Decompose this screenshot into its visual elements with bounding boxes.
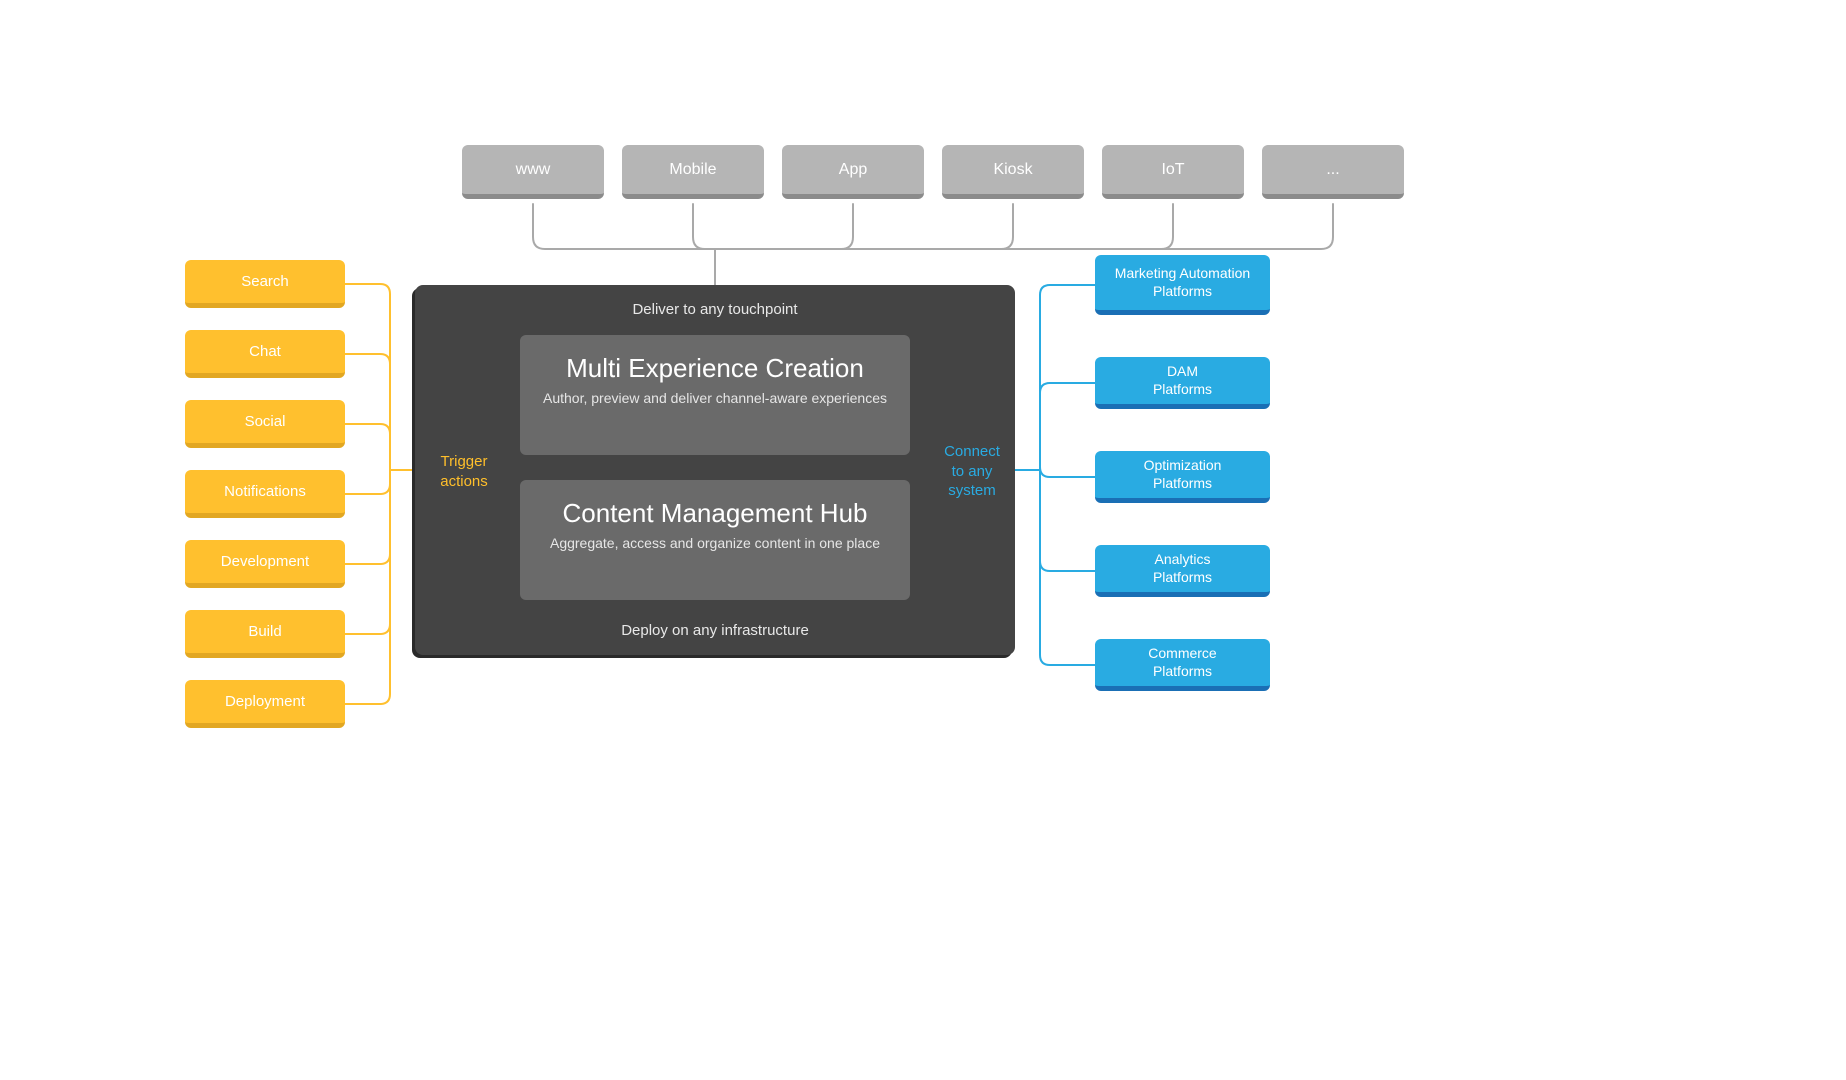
- channel-iot: IoT: [1102, 145, 1244, 199]
- left-item-social: Social: [185, 400, 345, 448]
- right-item-1: DAMPlatforms: [1095, 357, 1270, 409]
- side-label-left: Triggeractions: [429, 452, 499, 491]
- left-item-deployment: Deployment: [185, 680, 345, 728]
- right-item-4: CommercePlatforms: [1095, 639, 1270, 691]
- core-block-experience: Multi Experience Creation Author, previe…: [520, 335, 910, 455]
- side-label-right: Connectto anysystem: [937, 442, 1007, 501]
- core-bottom-caption: Deploy on any infrastructure: [415, 622, 1015, 639]
- channel-kiosk: Kiosk: [942, 145, 1084, 199]
- core-block-title: Multi Experience Creation: [520, 353, 910, 384]
- core-block-sub: Author, preview and deliver channel-awar…: [520, 390, 910, 406]
- right-item-2: OptimizationPlatforms: [1095, 451, 1270, 503]
- left-item-development: Development: [185, 540, 345, 588]
- left-item-search: Search: [185, 260, 345, 308]
- channel-app: App: [782, 145, 924, 199]
- core-panel: Deliver to any touchpoint Multi Experien…: [415, 285, 1015, 655]
- left-item-build: Build: [185, 610, 345, 658]
- channel-mobile: Mobile: [622, 145, 764, 199]
- channel-: ...: [1262, 145, 1404, 199]
- core-top-caption: Deliver to any touchpoint: [415, 301, 1015, 318]
- right-item-3: AnalyticsPlatforms: [1095, 545, 1270, 597]
- core-block-content-hub: Content Management Hub Aggregate, access…: [520, 480, 910, 600]
- right-item-0: Marketing AutomationPlatforms: [1095, 255, 1270, 315]
- left-item-notifications: Notifications: [185, 470, 345, 518]
- channel-www: www: [462, 145, 604, 199]
- left-item-chat: Chat: [185, 330, 345, 378]
- core-block-sub: Aggregate, access and organize content i…: [520, 535, 910, 551]
- core-block-title: Content Management Hub: [520, 498, 910, 529]
